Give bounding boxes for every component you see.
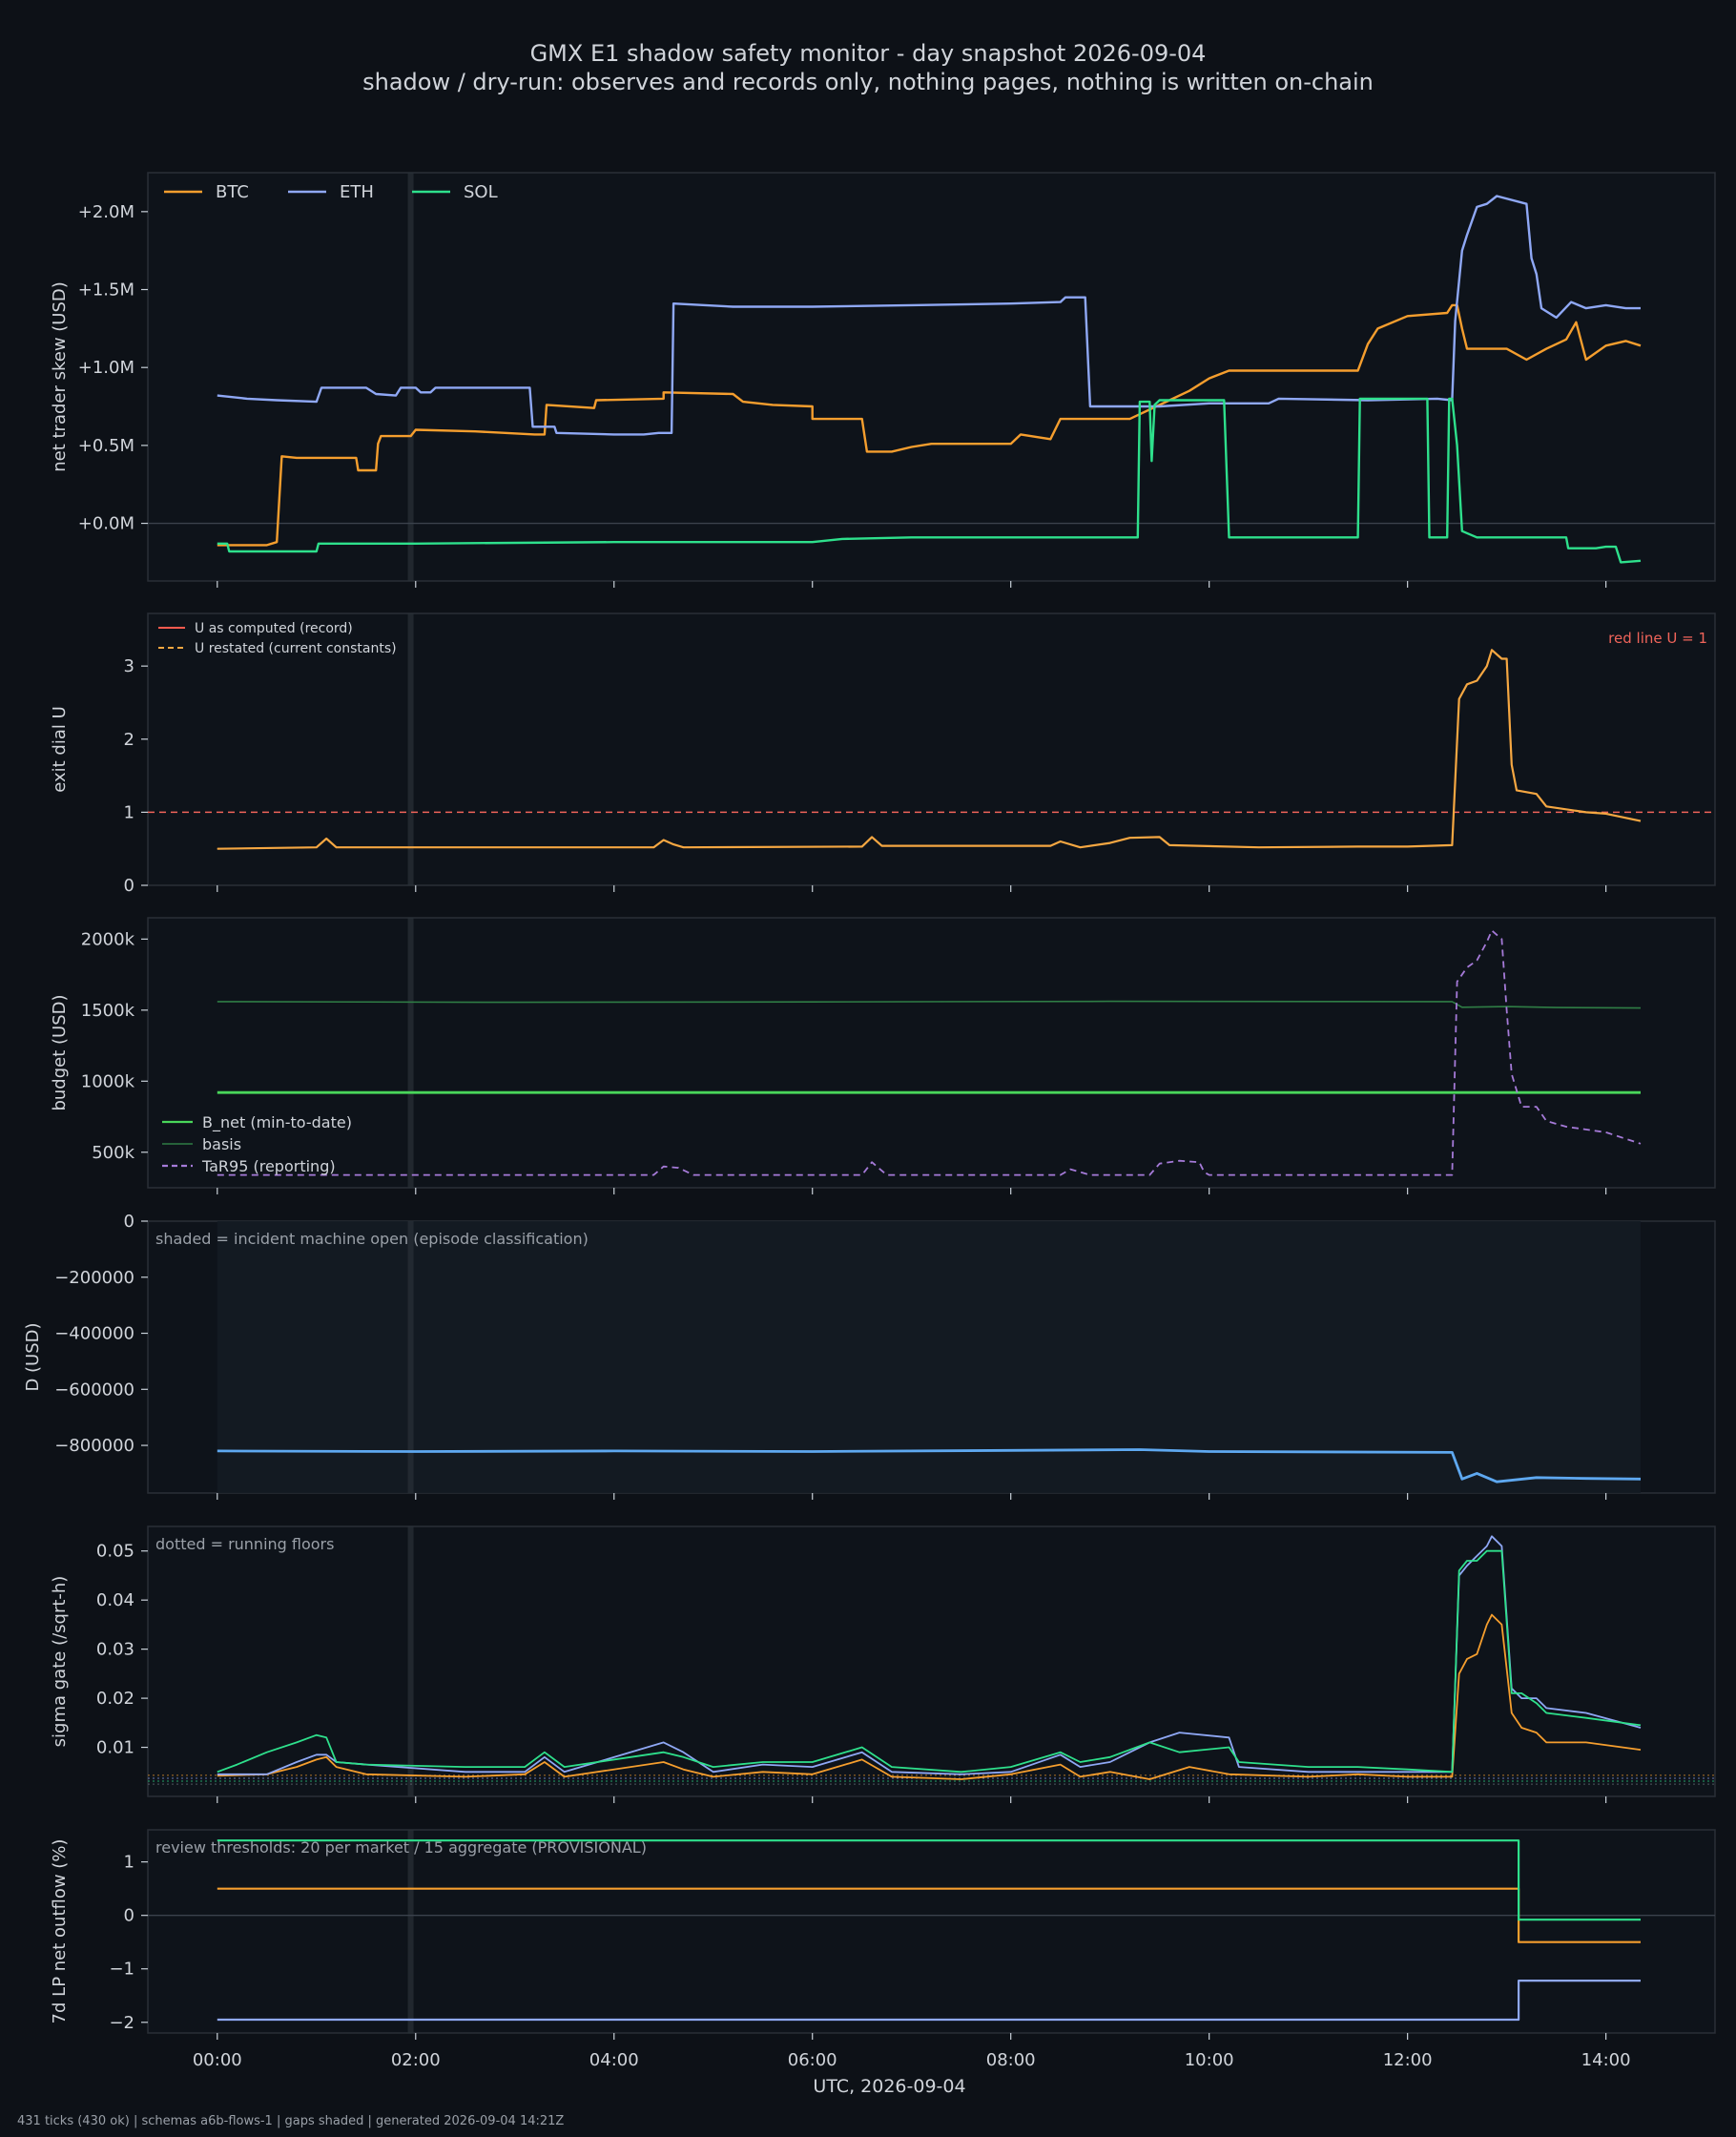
y-tick-label: 3 [124, 656, 134, 676]
series-sol [217, 1839, 1641, 1921]
legend-label: U restated (current constants) [195, 641, 397, 656]
y-axis-label: budget (USD) [50, 994, 70, 1110]
y-tick-label: +1.0M [78, 358, 134, 378]
y-tick-label: +2.0M [78, 202, 134, 222]
series-eth [217, 195, 1641, 436]
series-btc [217, 1613, 1642, 1780]
series-sol [217, 397, 1642, 564]
chart-title: GMX E1 shadow safety monitor - day snaps… [529, 40, 1207, 67]
gap-band [407, 613, 414, 885]
plot-area [147, 1525, 1716, 1797]
y-tick-label: 2 [124, 730, 134, 750]
y-tick-label: 0.05 [96, 1542, 134, 1562]
legend-label: basis [202, 1135, 241, 1153]
y-tick-label: 500k [92, 1143, 134, 1163]
y-tick-label: 0.02 [96, 1689, 134, 1709]
gap-band [407, 1221, 414, 1493]
x-tick-label: 02:00 [391, 2050, 441, 2070]
x-tick-label: 04:00 [589, 2050, 639, 2070]
chart-subtitle: shadow / dry-run: observes and records o… [362, 69, 1374, 95]
x-tick-label: 14:00 [1581, 2050, 1631, 2070]
y-tick-label: 0 [124, 1906, 134, 1926]
x-tick-label: 10:00 [1185, 2050, 1234, 2070]
y-axis-label: net trader skew (USD) [50, 281, 70, 472]
incident-shade [217, 1221, 1642, 1493]
y-tick-label: 0 [124, 876, 134, 896]
legend-label: U as computed (record) [195, 621, 353, 636]
gap-band [407, 1830, 414, 2033]
y-tick-label: −200000 [54, 1268, 134, 1288]
series-basis [217, 1000, 1642, 1009]
plot-area [147, 172, 1716, 582]
plot-area [147, 1829, 1716, 2034]
y-axis-label: sigma gate (/sqrt-h) [50, 1576, 70, 1748]
y-tick-label: −2 [109, 2013, 134, 2033]
panel-annotation: review thresholds: 20 per market / 15 ag… [155, 1838, 647, 1857]
series-eth [217, 1535, 1642, 1775]
series-eth [217, 1980, 1641, 2022]
y-tick-label: 0.01 [96, 1738, 134, 1758]
y-axis-label: exit dial U [50, 706, 70, 793]
footer-status: 431 ticks (430 ok) | schemas a6b-flows-1… [17, 2114, 565, 2128]
gap-band [407, 173, 414, 581]
y-tick-label: 2000k [81, 929, 135, 949]
y-tick-label: 0 [124, 1212, 134, 1232]
y-axis-label: D (USD) [23, 1322, 43, 1391]
y-tick-label: 0.03 [96, 1640, 134, 1660]
series-u-restated-current-constants- [217, 649, 1642, 850]
gap-band [407, 918, 414, 1188]
legend-label: SOL [464, 182, 498, 202]
y-tick-label: +1.5M [78, 280, 134, 301]
y-tick-label: −1 [109, 1960, 134, 1980]
y-tick-label: −600000 [54, 1380, 134, 1400]
x-tick-label: 08:00 [986, 2050, 1036, 2070]
legend-label: TaR95 (reporting) [201, 1157, 336, 1175]
y-axis-label: 7d LP net outflow (%) [50, 1839, 70, 2024]
panel-2: 0 1 2 3 exit dial U red line U = 1 U as comput… [50, 612, 1716, 896]
y-tick-label: +0.5M [78, 436, 134, 456]
panel-annotation: shaded = incident machine open (episode … [155, 1230, 589, 1248]
panel-1: +0.0M +0.5M +1.0M +1.5M +2.0M net trader skew… [50, 172, 1716, 588]
panel-5: 0.01 0.02 0.03 0.04 0.05 sigma gate (/sqrt-h)… [50, 1525, 1716, 1803]
y-tick-label: 1 [124, 1853, 134, 1873]
red-line-annotation: red line U = 1 [1608, 630, 1707, 647]
y-tick-label: 1 [124, 802, 134, 822]
y-tick-label: 1000k [81, 1071, 135, 1091]
y-tick-label: −800000 [54, 1436, 134, 1456]
series-d [217, 1448, 1642, 1483]
y-tick-label: 1500k [81, 1001, 135, 1021]
panel-4: 0 −200000 −400000 −600000 −800000 D (USD) shad… [23, 1212, 1716, 1500]
series-btc [217, 303, 1642, 547]
legend-label: B_net (min-to-date) [202, 1113, 352, 1132]
x-axis-label: UTC, 2026-09-04 [813, 2076, 965, 2097]
panel-annotation: dotted = running floors [155, 1535, 334, 1553]
panel-3: 500k 1000k 1500k 2000k budget (USD) B_net (mi… [50, 917, 1716, 1194]
gap-band [407, 1526, 414, 1796]
y-tick-label: 0.04 [96, 1590, 134, 1610]
y-tick-label: +0.0M [78, 514, 134, 534]
plot-area [147, 917, 1716, 1189]
legend-label: BTC [216, 182, 249, 202]
panel-6: −2 −1 0 1 00:00 02:00 04:00 06:00 08:00 10:00 12:0… [50, 1829, 1716, 2070]
legend-label: ETH [340, 182, 374, 202]
x-tick-label: 06:00 [788, 2050, 837, 2070]
x-tick-label: 12:00 [1383, 2050, 1433, 2070]
series-tar95-reporting- [217, 929, 1642, 1176]
series-sol [217, 1549, 1642, 1774]
x-tick-label: 00:00 [193, 2050, 242, 2070]
y-tick-label: −400000 [54, 1324, 134, 1344]
